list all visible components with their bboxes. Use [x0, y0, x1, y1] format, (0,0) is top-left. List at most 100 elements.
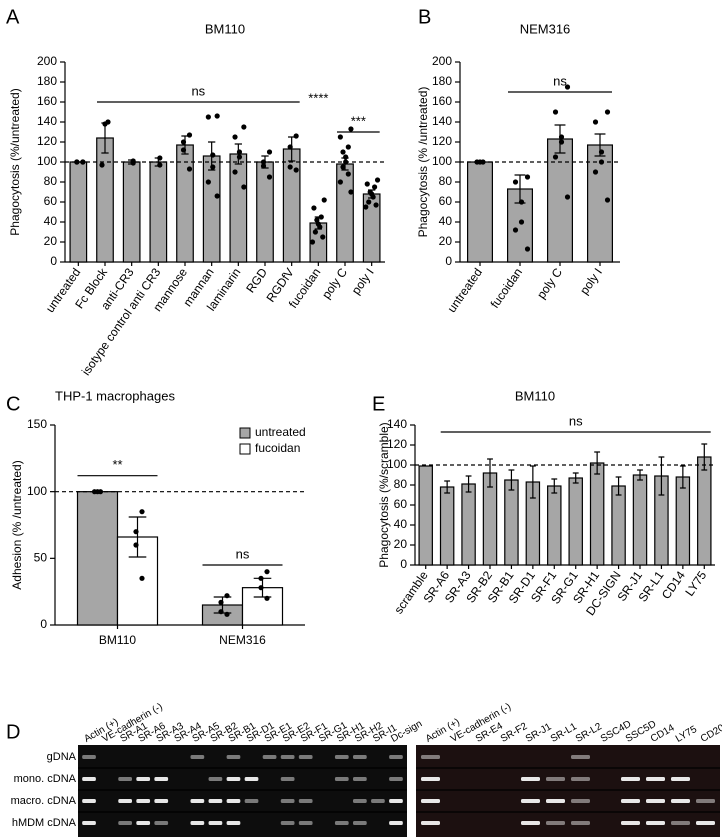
- data-point: [241, 184, 247, 190]
- legend-label: untreated: [255, 425, 306, 439]
- data-point: [374, 177, 381, 183]
- gel-band: [190, 799, 205, 803]
- y-axis-label: Phagocytosis (%/scramble): [377, 422, 391, 567]
- gel-band: [154, 777, 169, 781]
- data-point: [218, 609, 224, 615]
- data-point: [366, 199, 372, 205]
- gel-band: [546, 799, 565, 803]
- y-tick-label: 0: [40, 617, 47, 631]
- gel-band: [353, 821, 367, 825]
- y-tick-label: 50: [34, 551, 48, 565]
- bar: [76, 491, 119, 626]
- data-point: [214, 113, 220, 119]
- error-bar: [465, 475, 472, 493]
- y-axis-label: Phagocytosis (% /untreated): [416, 87, 430, 238]
- data-point: [266, 174, 273, 180]
- data-point: [552, 109, 559, 115]
- lane-label: CD207: [699, 720, 722, 745]
- gel-band: [646, 777, 665, 781]
- data-point: [512, 179, 519, 185]
- y-tick-label: 0: [400, 557, 407, 571]
- gel-band: [389, 821, 403, 825]
- y-tick-label: 140: [432, 114, 452, 128]
- y-tick-label: 180: [37, 74, 57, 88]
- error-bar: [551, 478, 558, 494]
- significance-label: ns: [569, 413, 583, 428]
- data-point: [348, 126, 354, 132]
- data-point: [598, 149, 605, 155]
- gel-band: [353, 799, 367, 803]
- y-tick-label: 40: [44, 214, 58, 228]
- panel-letter: D: [6, 721, 20, 743]
- x-tick-label: untreated: [444, 266, 485, 316]
- data-point: [258, 575, 264, 581]
- significance-label: ns: [236, 546, 250, 561]
- data-point: [345, 144, 351, 150]
- gel-band: [621, 821, 640, 825]
- y-tick-label: 20: [44, 234, 58, 248]
- gel-band: [82, 755, 96, 759]
- data-point: [318, 214, 324, 220]
- data-point: [592, 119, 599, 125]
- gel-band: [421, 755, 440, 759]
- gel-band: [226, 777, 241, 781]
- y-axis-label: Adhesion (% /untreated): [10, 460, 24, 589]
- bar: [467, 161, 494, 263]
- data-point: [309, 239, 316, 245]
- data-point: [236, 154, 243, 160]
- gel-band: [646, 821, 665, 825]
- x-tick-label: NEM316: [219, 633, 266, 647]
- gel-band: [334, 777, 349, 781]
- gel-band: [546, 777, 565, 781]
- error-bar: [701, 443, 708, 471]
- data-point: [311, 205, 317, 211]
- gel-band: [546, 821, 565, 825]
- gel-band: [353, 777, 367, 781]
- y-tick-label: 100: [432, 154, 452, 168]
- x-tick-label: CD14: [659, 568, 688, 601]
- gel-band: [118, 821, 132, 825]
- data-point: [604, 197, 611, 203]
- gel-band: [280, 777, 295, 781]
- data-point: [293, 133, 299, 139]
- y-tick-label: 150: [27, 417, 47, 431]
- data-point: [214, 193, 220, 199]
- row-label: hMDM cDNA: [12, 817, 77, 829]
- data-point: [518, 199, 525, 205]
- gel-band: [334, 821, 349, 825]
- y-tick-label: 20: [439, 234, 453, 248]
- gel-band: [571, 799, 590, 803]
- error-bar: [594, 451, 601, 475]
- row-label: gDNA: [47, 751, 77, 763]
- y-tick-label: 100: [387, 457, 407, 471]
- gel-band: [82, 821, 96, 825]
- data-point: [186, 166, 193, 172]
- y-tick-label: 20: [394, 537, 408, 551]
- gel-band: [421, 799, 440, 803]
- data-point: [604, 109, 611, 115]
- lane-label: SR-L1: [549, 721, 579, 745]
- gel-band: [118, 799, 132, 803]
- data-point: [210, 164, 216, 170]
- x-tick-label: fucoidan: [488, 266, 525, 311]
- data-point: [180, 139, 187, 145]
- bar: [547, 485, 562, 566]
- chart-title: BM110: [515, 388, 555, 403]
- chart-title: NEM316: [520, 21, 571, 36]
- data-point: [512, 227, 519, 233]
- data-point: [218, 599, 224, 605]
- data-point: [186, 132, 193, 138]
- gel-band: [136, 821, 151, 825]
- significance-label: ns: [553, 73, 567, 88]
- data-point: [232, 169, 238, 175]
- data-point: [130, 160, 136, 166]
- x-tick-label: LY75: [682, 568, 709, 599]
- panel-letter: E: [372, 393, 385, 415]
- data-point: [524, 174, 531, 180]
- gel-band: [136, 777, 151, 781]
- y-tick-label: 120: [432, 134, 452, 148]
- error-bar: [444, 480, 451, 494]
- data-point: [258, 585, 264, 591]
- data-point: [320, 234, 326, 240]
